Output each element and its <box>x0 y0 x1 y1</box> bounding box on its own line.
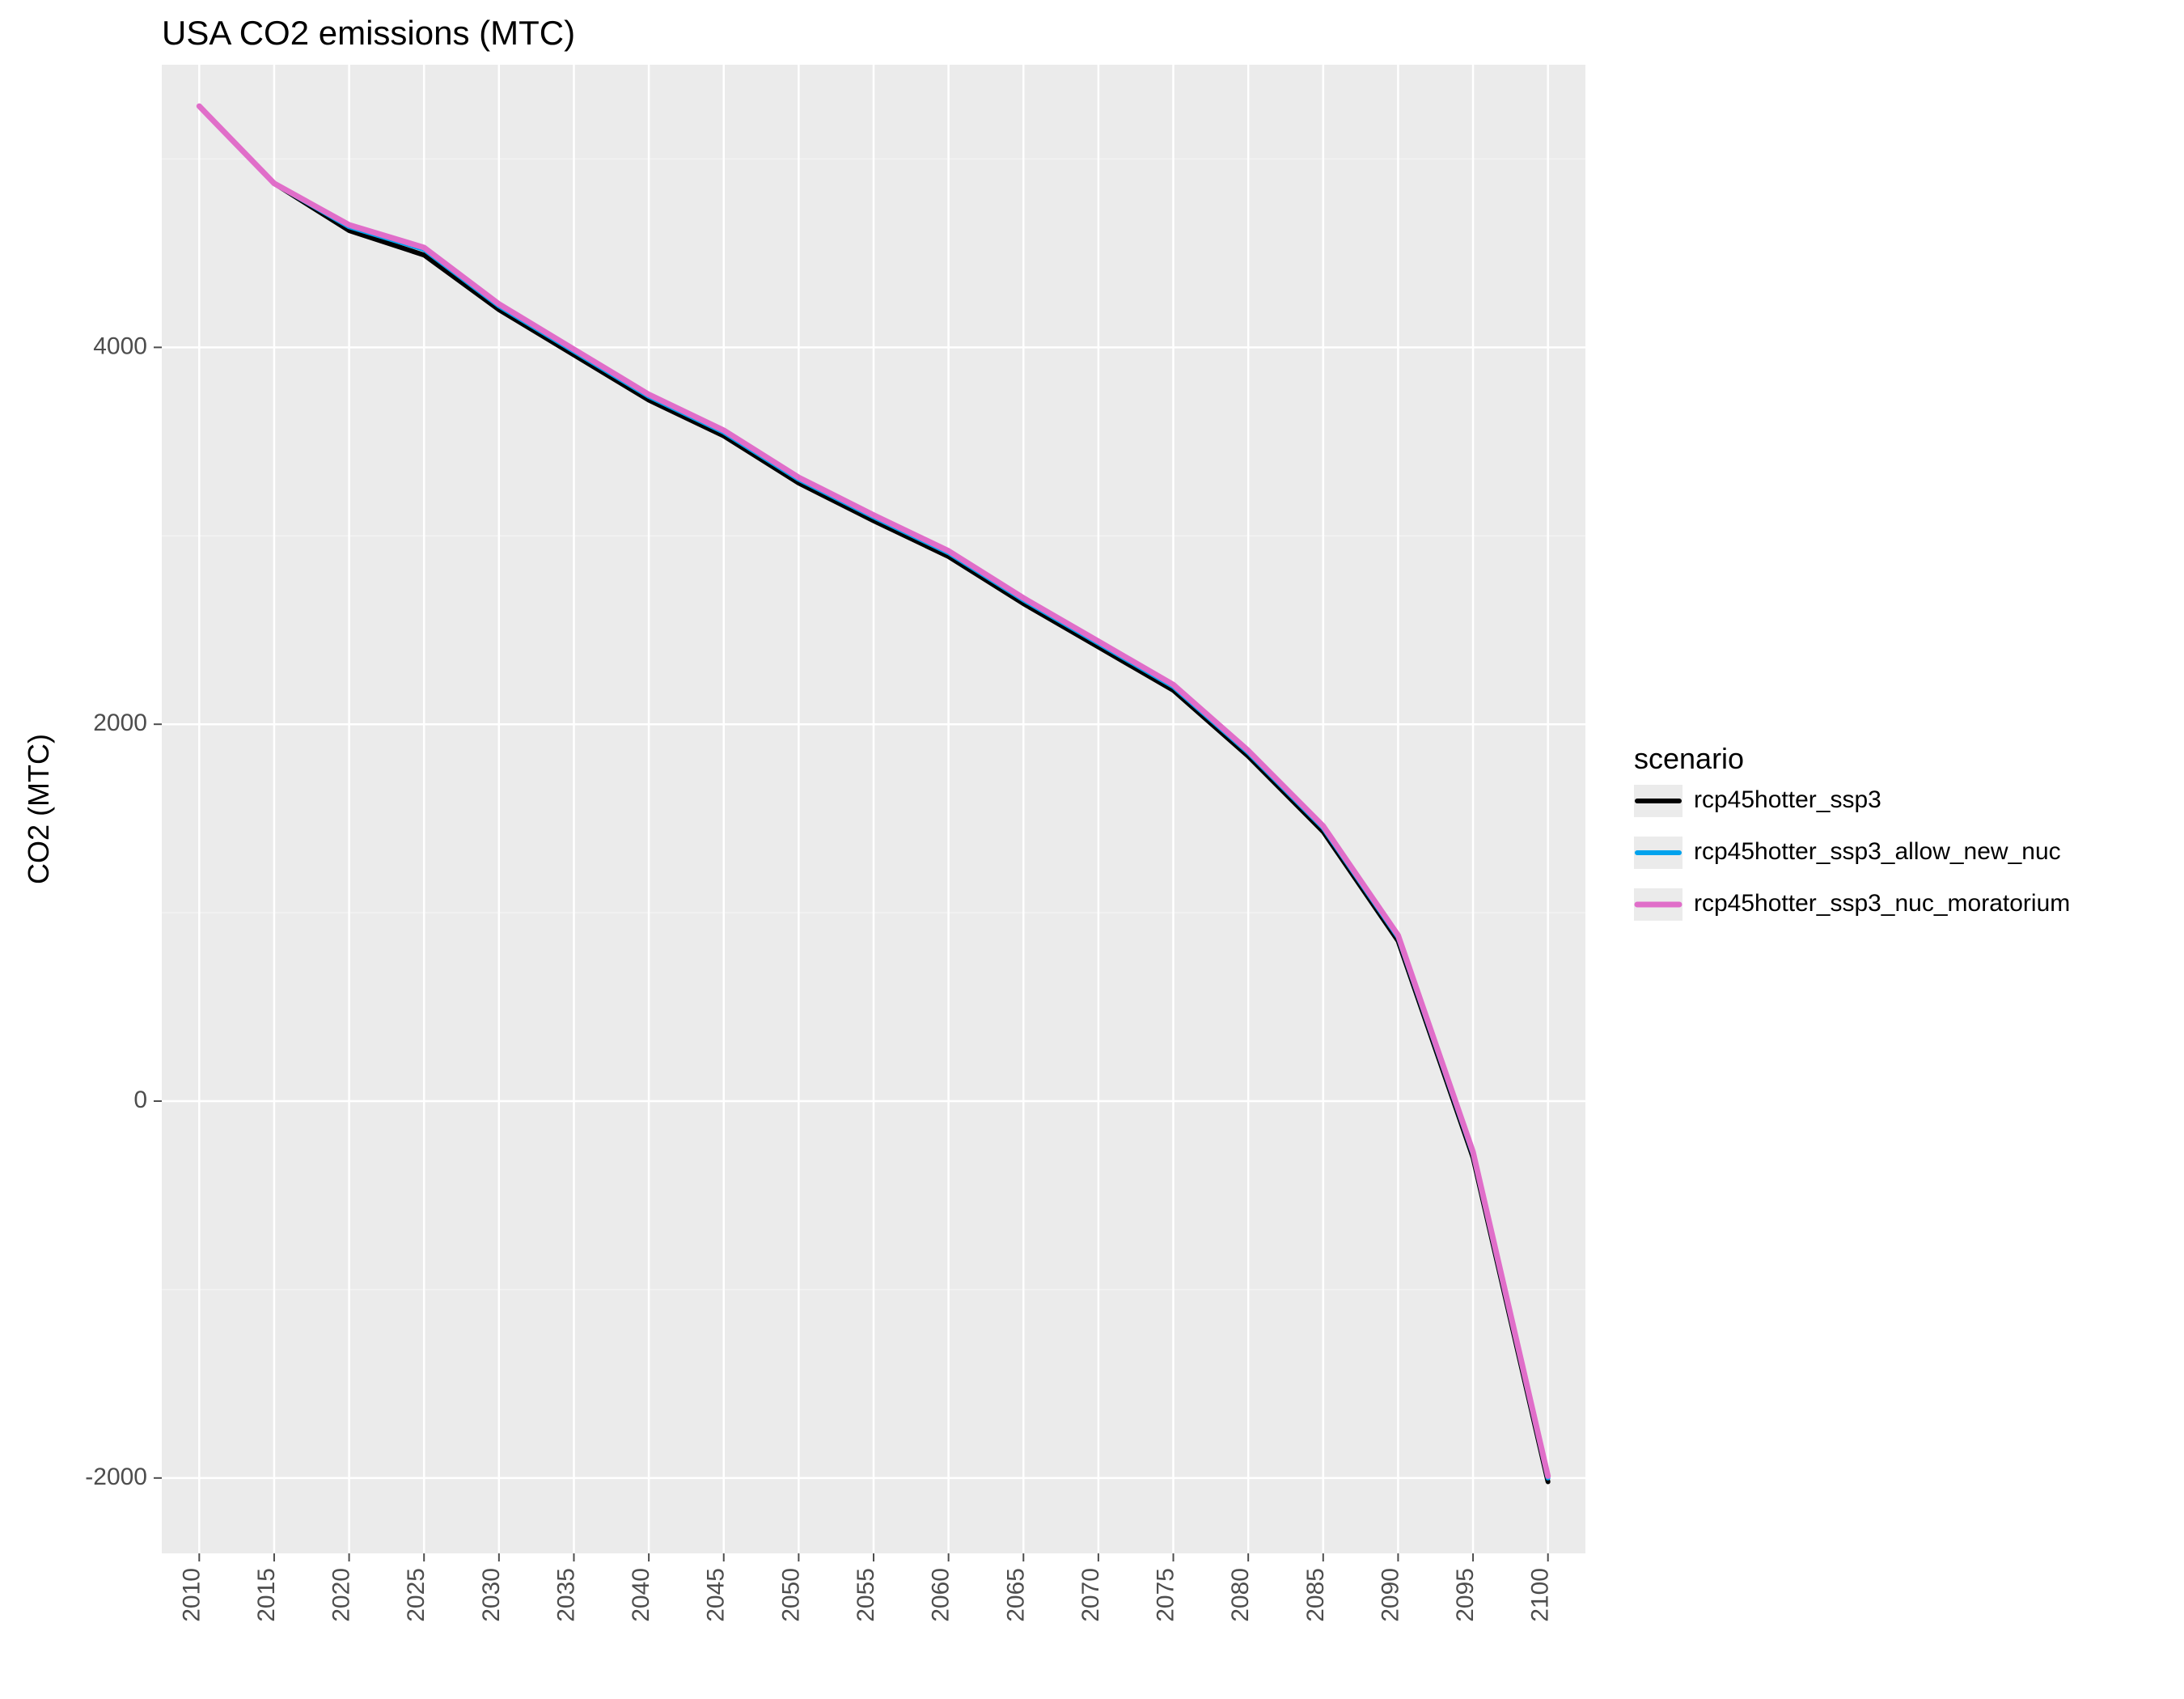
x-tick-label: 2095 <box>1452 1568 1479 1622</box>
y-tick-label: 2000 <box>93 710 147 736</box>
legend-title: scenario <box>1634 742 1744 775</box>
x-tick-label: 2065 <box>1002 1568 1029 1622</box>
legend-label: rcp45hotter_ssp3_nuc_moratorium <box>1694 890 2070 917</box>
x-tick-label: 2025 <box>403 1568 430 1622</box>
x-tick-label: 2030 <box>478 1568 505 1622</box>
y-tick-label: -2000 <box>85 1464 147 1490</box>
x-tick-label: 2055 <box>853 1568 879 1622</box>
x-tick-label: 2040 <box>628 1568 654 1622</box>
legend-label: rcp45hotter_ssp3_allow_new_nuc <box>1694 838 2061 865</box>
x-tick-label: 2045 <box>703 1568 730 1622</box>
x-tick-label: 2020 <box>328 1568 355 1622</box>
y-tick-label: 0 <box>133 1087 147 1113</box>
x-tick-label: 2085 <box>1302 1568 1329 1622</box>
x-tick-label: 2035 <box>552 1568 579 1622</box>
x-tick-label: 2075 <box>1153 1568 1179 1622</box>
x-tick-label: 2015 <box>253 1568 280 1622</box>
x-tick-label: 2070 <box>1077 1568 1104 1622</box>
x-tick-label: 2080 <box>1227 1568 1254 1622</box>
y-tick-label: 4000 <box>93 333 147 359</box>
co2-emissions-chart: -2000 0 2000 4000 2010 2015 2020 2025 2030 2035 20… <box>0 0 2184 1699</box>
chart-title: USA CO2 emissions (MTC) <box>162 14 575 52</box>
y-axis-title: CO2 (MTC) <box>22 734 55 884</box>
legend-label: rcp45hotter_ssp3 <box>1694 786 1881 813</box>
x-tick-label: 2100 <box>1527 1568 1554 1622</box>
x-tick-label: 2010 <box>178 1568 205 1622</box>
x-tick-label: 2060 <box>928 1568 954 1622</box>
x-tick-label: 2090 <box>1377 1568 1403 1622</box>
x-tick-label: 2050 <box>777 1568 804 1622</box>
